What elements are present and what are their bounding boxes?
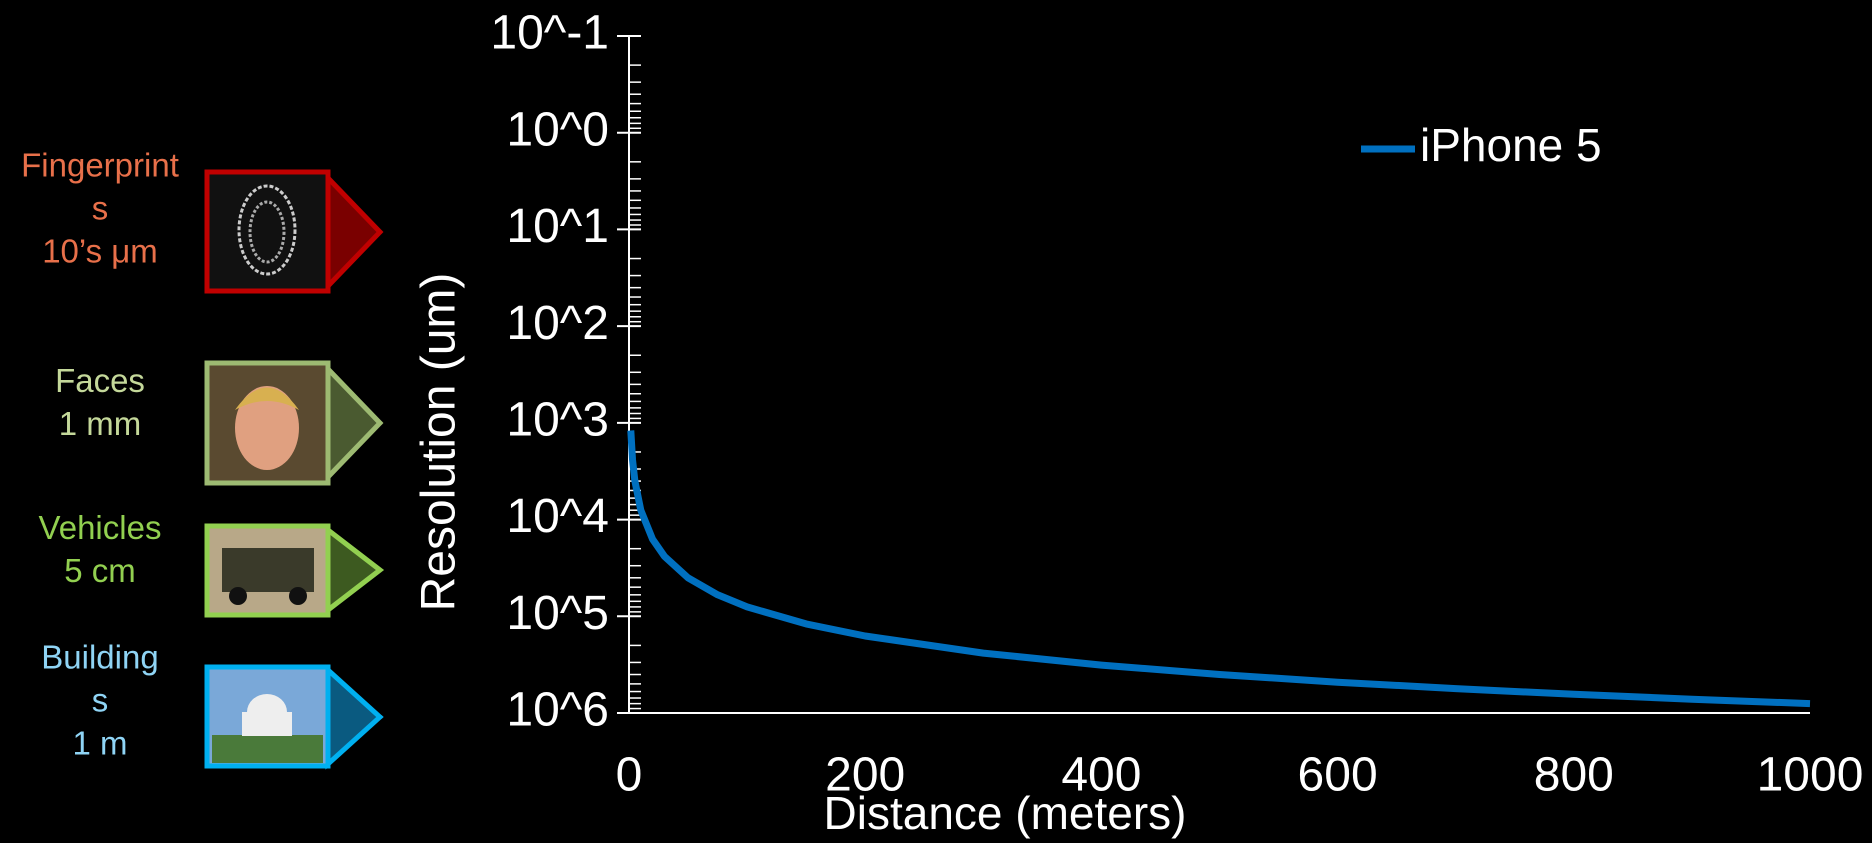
example-label: s (92, 190, 109, 227)
y-tick-label: 10^-1 (490, 7, 609, 60)
x-tick-label: 800 (1534, 749, 1614, 802)
example-label: Faces (55, 362, 145, 399)
example-label: 1 m (72, 725, 127, 762)
y-tick-label: 10^5 (506, 587, 609, 640)
x-tick-label: 1000 (1757, 749, 1864, 802)
x-tick-label: 200 (825, 749, 905, 802)
y-tick-label: 10^3 (506, 394, 609, 447)
example-label: 1 mm (59, 405, 142, 442)
example-label: Building (41, 639, 158, 676)
x-tick-label: 400 (1061, 749, 1141, 802)
y-tick-label: 10^4 (506, 490, 609, 543)
example-label: Vehicles (39, 509, 162, 546)
example-face (204, 360, 384, 486)
example-fingerprint (204, 169, 384, 294)
example-labels: Fingerprint s 10’s μm Faces 1 mm Vehicles 5 cm… (21, 147, 179, 762)
y-tick-label: 10^0 (506, 103, 609, 156)
example-vehicle (204, 523, 385, 618)
y-tick-label: 10^1 (506, 200, 609, 253)
example-label: s (92, 682, 109, 719)
x-tick-label: 0 (616, 749, 643, 802)
y-tick-label: 10^6 (506, 684, 609, 737)
y-tick-label: 10^2 (506, 297, 609, 350)
legend-label: iPhone 5 (1420, 119, 1602, 171)
x-axis-title: Distance (meters) (824, 787, 1187, 839)
example-building (204, 664, 384, 770)
x-tick-label: 600 (1298, 749, 1378, 802)
y-axis-title: Resolution (um) (413, 273, 466, 612)
series-line (627, 430, 1811, 708)
example-label: 10’s μm (42, 233, 158, 270)
example-label: 5 cm (64, 552, 136, 589)
example-label: Fingerprint (21, 147, 179, 184)
